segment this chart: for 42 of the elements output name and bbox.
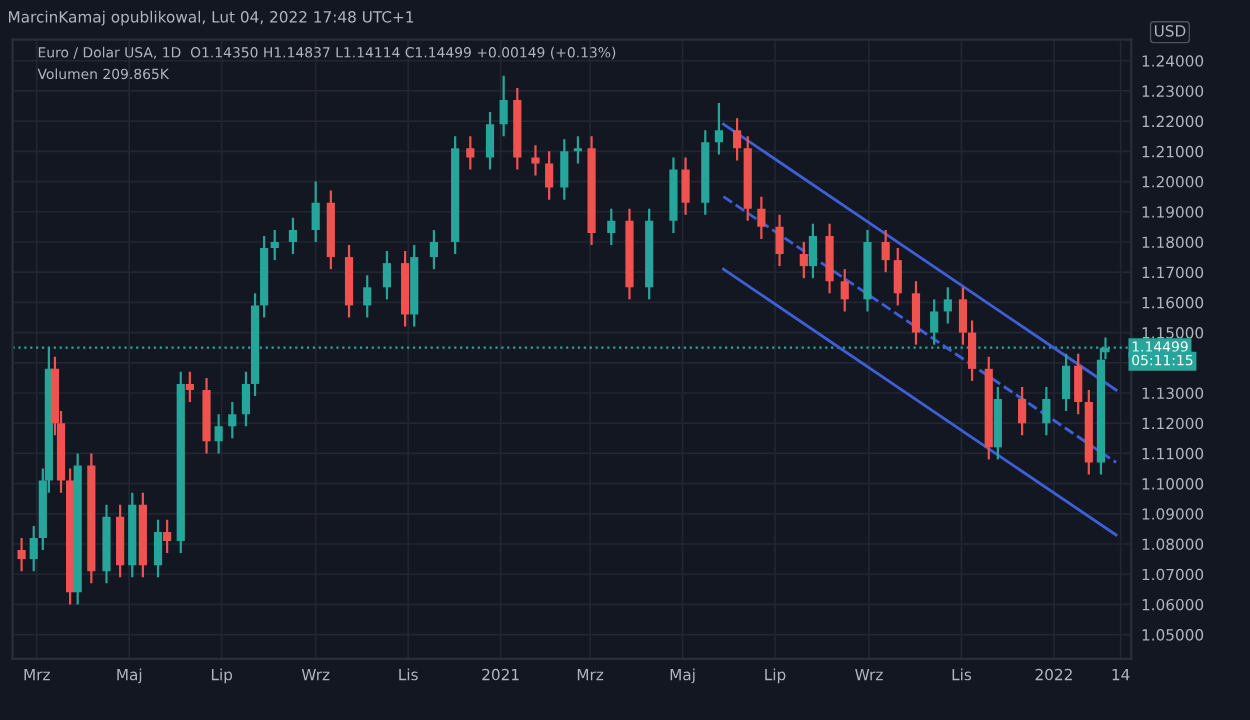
candlestick <box>808 222 817 280</box>
candlestick <box>1074 352 1083 416</box>
candlestick <box>270 228 279 262</box>
candlestick <box>714 101 724 156</box>
candlestick <box>825 222 834 295</box>
candlestick <box>163 518 172 555</box>
candlestick <box>214 413 223 455</box>
candlestick <box>943 286 952 325</box>
candlestick <box>930 298 939 346</box>
candlestick <box>881 228 890 274</box>
candlestick <box>560 138 569 201</box>
candlestick <box>911 280 921 346</box>
candlestick <box>1018 385 1027 437</box>
candlestick <box>311 180 320 244</box>
candlestick <box>429 228 439 271</box>
candlestick <box>185 370 194 404</box>
candlestick <box>1042 385 1051 437</box>
candlestick <box>228 400 237 440</box>
candlestick <box>681 156 690 216</box>
candlestick <box>29 524 38 573</box>
candlestick <box>363 274 372 319</box>
candlestick <box>967 319 977 383</box>
candlestick <box>485 110 495 171</box>
candlestick <box>1061 352 1071 413</box>
candlestick <box>545 150 554 201</box>
candlestick <box>757 195 766 241</box>
candlestick <box>958 286 968 346</box>
candlestick <box>153 518 163 579</box>
candlestick <box>733 117 742 162</box>
candlestick <box>499 74 508 138</box>
candlestick <box>382 249 392 301</box>
candlestick <box>241 370 251 428</box>
candlestick <box>893 246 902 307</box>
candlestick <box>607 207 616 247</box>
candlestick <box>840 268 849 313</box>
candlestick <box>775 213 784 268</box>
candlestick <box>288 216 298 256</box>
candlestick <box>466 135 475 171</box>
candlestick <box>17 536 26 573</box>
candlestick <box>799 240 808 280</box>
candlestick <box>573 135 583 165</box>
candlestick <box>531 144 540 177</box>
